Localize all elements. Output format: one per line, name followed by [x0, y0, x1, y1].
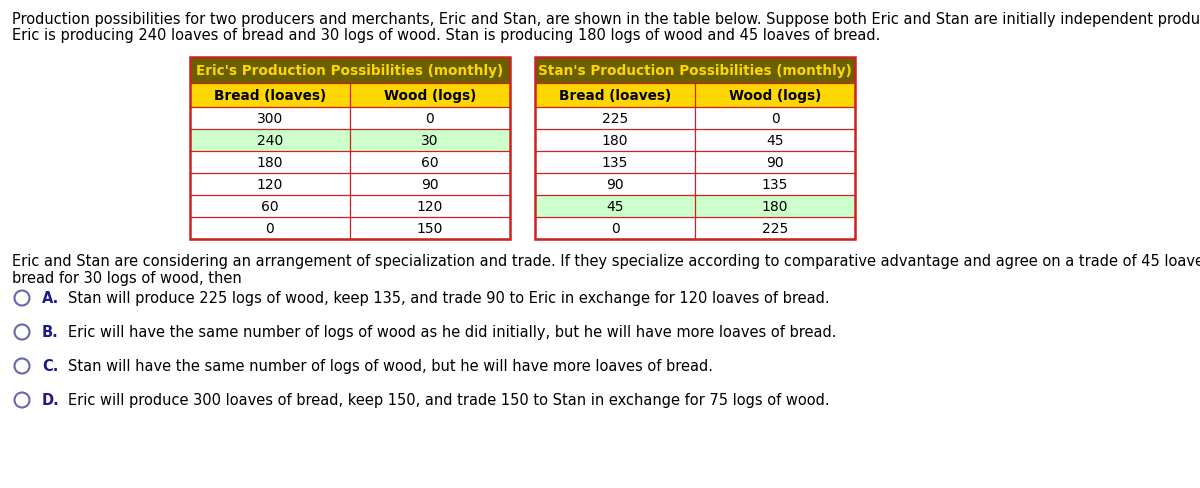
Text: 30: 30 [421, 134, 439, 148]
Text: Wood (logs): Wood (logs) [384, 89, 476, 103]
Bar [535, 196, 854, 218]
Text: Bread (loaves): Bread (loaves) [559, 89, 671, 103]
Text: Bread (loaves): Bread (loaves) [214, 89, 326, 103]
Text: Eric is producing 240 loaves of bread and 30 logs of wood. Stan is producing 180: Eric is producing 240 loaves of bread an… [12, 28, 881, 43]
Bar [190, 58, 510, 240]
Text: 90: 90 [421, 178, 439, 192]
Text: Stan will produce 225 logs of wood, keep 135, and trade 90 to Eric in exchange f: Stan will produce 225 logs of wood, keep… [68, 291, 829, 306]
Text: Eric and Stan are considering an arrangement of specialization and trade. If the: Eric and Stan are considering an arrange… [12, 253, 1200, 268]
Text: 300: 300 [257, 112, 283, 126]
Bar [535, 58, 854, 84]
Text: 60: 60 [421, 156, 439, 170]
Text: 150: 150 [416, 222, 443, 236]
Bar [535, 58, 854, 240]
Text: 120: 120 [257, 178, 283, 192]
Text: 45: 45 [606, 200, 624, 214]
Bar [190, 58, 510, 84]
Text: 135: 135 [762, 178, 788, 192]
Text: 120: 120 [416, 200, 443, 214]
Text: A.: A. [42, 291, 59, 306]
Text: 225: 225 [762, 222, 788, 236]
Text: 240: 240 [257, 134, 283, 148]
Text: bread for 30 logs of wood, then: bread for 30 logs of wood, then [12, 270, 241, 285]
Bar [190, 84, 510, 108]
Text: 0: 0 [770, 112, 779, 126]
Text: 180: 180 [762, 200, 788, 214]
Text: Stan will have the same number of logs of wood, but he will have more loaves of : Stan will have the same number of logs o… [68, 359, 713, 374]
Text: B.: B. [42, 325, 59, 340]
Text: Stan's Production Possibilities (monthly): Stan's Production Possibilities (monthly… [538, 64, 852, 78]
Text: Eric will have the same number of logs of wood as he did initially, but he will : Eric will have the same number of logs o… [68, 325, 836, 340]
Text: 60: 60 [262, 200, 278, 214]
Text: 90: 90 [766, 156, 784, 170]
Text: 0: 0 [426, 112, 434, 126]
Bar [535, 84, 854, 108]
Text: 45: 45 [767, 134, 784, 148]
Text: Eric's Production Possibilities (monthly): Eric's Production Possibilities (monthly… [197, 64, 504, 78]
Text: D.: D. [42, 393, 60, 407]
Bar [535, 58, 854, 240]
Text: 135: 135 [602, 156, 628, 170]
Text: Wood (logs): Wood (logs) [728, 89, 821, 103]
Text: Production possibilities for two producers and merchants, Eric and Stan, are sho: Production possibilities for two produce… [12, 12, 1200, 27]
Text: 180: 180 [601, 134, 629, 148]
Text: C.: C. [42, 359, 59, 374]
Text: 225: 225 [602, 112, 628, 126]
Text: 0: 0 [265, 222, 275, 236]
Bar [190, 58, 510, 240]
Bar [190, 130, 510, 152]
Text: 180: 180 [257, 156, 283, 170]
Text: Eric will produce 300 loaves of bread, keep 150, and trade 150 to Stan in exchan: Eric will produce 300 loaves of bread, k… [68, 393, 829, 407]
Text: 0: 0 [611, 222, 619, 236]
Text: 90: 90 [606, 178, 624, 192]
